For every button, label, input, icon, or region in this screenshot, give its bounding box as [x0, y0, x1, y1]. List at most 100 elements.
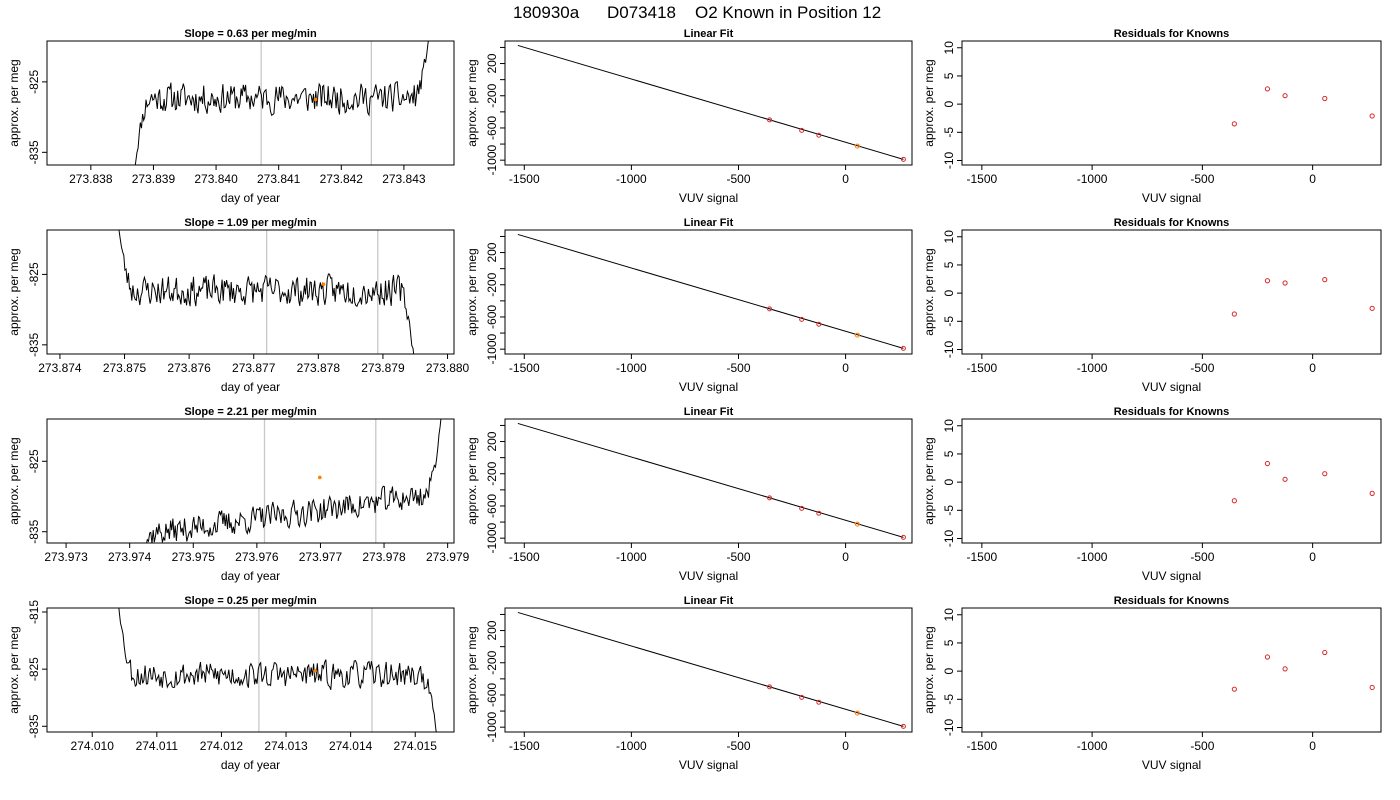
r1-residuals-ytick-label-2: -5: [942, 127, 956, 138]
r4-fit-ylabel: approx. per meg: [465, 626, 479, 713]
r4-residuals-xtick-label-3: -500: [1190, 739, 1214, 753]
r1-residuals-ytick-label-1: -10: [942, 151, 956, 169]
figure-description: O2 Known in Position 12: [695, 3, 881, 22]
r3-fit-xtick-label-3: -500: [726, 550, 750, 564]
r2-fit-xtick-label-1: -1500: [509, 361, 540, 375]
r2-trace-xtick-label-6: 273.879: [361, 361, 405, 375]
r1-trace-ytick-label-1: -835: [27, 140, 41, 164]
r2-trace-title: Slope = 1.09 per meg/min: [184, 217, 317, 229]
r2-residuals-ytick-label-1: -10: [942, 340, 956, 358]
r4-residuals-ytick-label-2: -5: [942, 694, 956, 705]
r4-fit-plot-area: [517, 611, 906, 729]
r3-trace-title: Slope = 2.21 per meg/min: [184, 406, 317, 418]
run-id: 180930a: [513, 3, 580, 22]
r2-fit-standard-point-4: [900, 345, 906, 351]
r2-trace-frame: [46, 229, 455, 355]
r4-residuals-plot-area: [1231, 649, 1375, 692]
r2-fit-ytick-label-3: -600: [485, 305, 499, 329]
r2-trace-xtick-label-7: 273.880: [426, 361, 470, 375]
r2-residuals-ytick-label-3: 0: [942, 289, 956, 296]
r4-residuals-ytick-label-5: 10: [942, 608, 956, 622]
r2-fit-panel: Linear Fit -1500 -1000 -500 0 -1000 -600 -200 20…: [465, 217, 913, 394]
r1-fit-fit-line: [517, 44, 904, 160]
r2-residuals-xtick-label-1: -1500: [966, 361, 997, 375]
r2-trace-plot-area: [118, 230, 415, 354]
r4-trace-xtick-label-6: 274.015: [394, 739, 438, 753]
r1-residuals-xlabel: VUV signal: [1142, 191, 1201, 205]
r1-trace-panel: Slope = 0.63 per meg/min 273.838 273.839 27…: [7, 28, 455, 205]
r1-trace-xtick-label-1: 273.838: [69, 172, 113, 186]
r3-fit-panel: Linear Fit -1500 -1000 -500 0 -1000 -600 -200 20…: [465, 406, 913, 583]
r1-fit-plot-area: [517, 44, 906, 162]
r3-fit-standard-point-1: [767, 495, 773, 501]
r2-trace-signal-trace: [118, 230, 415, 354]
r1-residuals-xtick-label-3: -500: [1190, 172, 1214, 186]
r3-fit-standard-point-4: [900, 534, 906, 540]
r1-fit-title: Linear Fit: [684, 28, 734, 40]
r2-fit-standard-point-1: [767, 306, 773, 312]
r2-trace-xtick-label-3: 273.876: [167, 361, 211, 375]
r3-fit-known-point: [854, 521, 860, 527]
r4-residuals-ytick-label-3: 0: [942, 667, 956, 674]
r1-trace-ytick-label-2: -825: [27, 70, 41, 94]
r4-trace-xtick-label-4: 274.013: [264, 739, 308, 753]
r2-residuals-residual-point-2: [1264, 278, 1271, 284]
r3-residuals-ytick-label-5: 10: [942, 419, 956, 433]
r2-residuals-frame: [961, 229, 1382, 355]
r4-residuals-ytick-label-4: 5: [942, 639, 956, 646]
r3-residuals-ytick-label-3: 0: [942, 478, 956, 485]
r3-fit-xtick-label-1: -1500: [509, 550, 540, 564]
r1-residuals-residual-point-2: [1264, 86, 1271, 92]
r4-residuals-xtick-label-4: 0: [1309, 739, 1316, 753]
r1-fit-ytick-label-1: -1000: [485, 145, 499, 176]
sample-id: D073418: [607, 3, 676, 22]
r3-residuals-xtick-label-1: -1500: [966, 550, 997, 564]
r1-fit-xtick-label-1: -1500: [509, 172, 540, 186]
r4-trace-xtick-label-1: 274.010: [71, 739, 115, 753]
r3-fit-xtick-label-2: -1000: [616, 550, 647, 564]
r3-residuals-xtick-label-3: -500: [1190, 550, 1214, 564]
r1-residuals-xtick-label-2: -1000: [1077, 172, 1108, 186]
r2-fit-fit-line: [517, 233, 904, 349]
r4-residuals-ytick-label-1: -10: [942, 718, 956, 736]
r4-residuals-frame: [961, 607, 1382, 733]
r1-fit-standard-point-2: [799, 127, 805, 133]
r3-trace-xtick-label-5: 273.977: [299, 550, 343, 564]
r3-fit-fit-line: [517, 422, 904, 538]
r2-trace-panel: Slope = 1.09 per meg/min 273.874 273.875 27…: [7, 217, 470, 394]
r3-residuals-title: Residuals for Knowns: [1114, 406, 1230, 418]
r2-trace-reading-marker: [321, 282, 326, 287]
r1-trace-ylabel: approx. per meg: [7, 59, 21, 146]
r1-residuals-ytick-label-4: 5: [942, 72, 956, 79]
r2-fit-frame: [504, 229, 913, 355]
r2-residuals-xtick-label-2: -1000: [1077, 361, 1108, 375]
r4-trace-ytick-label-1: -835: [27, 714, 41, 738]
r4-fit-panel: Linear Fit -1500 -1000 -500 0 -1000 -600 -200 20…: [465, 595, 913, 772]
r4-trace-xtick-label-5: 274.014: [329, 739, 373, 753]
r4-residuals-residual-point-4: [1322, 649, 1328, 656]
r1-residuals-title: Residuals for Knowns: [1114, 28, 1230, 40]
r3-trace-xtick-label-6: 273.978: [362, 550, 406, 564]
r4-fit-xtick-label-2: -1000: [616, 739, 647, 753]
r3-fit-ylabel: approx. per meg: [465, 437, 479, 524]
r3-residuals-frame: [961, 418, 1382, 544]
r2-fit-xtick-label-3: -500: [726, 361, 750, 375]
r2-trace-xlabel: day of year: [221, 380, 280, 394]
r4-fit-standard-point-4: [900, 723, 906, 729]
r3-fit-xlabel: VUV signal: [679, 569, 738, 583]
r2-fit-plot-area: [517, 233, 906, 351]
r3-trace-xtick-label-4: 273.976: [235, 550, 279, 564]
r3-trace-panel: Slope = 2.21 per meg/min 273.973 273.974 27…: [7, 406, 470, 583]
r2-residuals-ytick-label-4: 5: [942, 261, 956, 268]
r2-fit-standard-point-2: [799, 316, 805, 322]
r2-residuals-xtick-label-3: -500: [1190, 361, 1214, 375]
r1-residuals-ytick-label-5: 10: [942, 41, 956, 55]
r3-trace-xtick-label-7: 273.979: [426, 550, 470, 564]
r2-residuals-residual-point-4: [1322, 277, 1328, 283]
figure-title: 180930a D073418 O2 Known in Position 12: [513, 3, 881, 22]
r3-fit-xtick-label-4: 0: [842, 550, 849, 564]
r3-residuals-plot-area: [1231, 460, 1375, 504]
r3-residuals-xlabel: VUV signal: [1142, 569, 1201, 583]
r4-trace-ylabel: approx. per meg: [7, 626, 21, 713]
r3-fit-ytick-label-1: -1000: [485, 523, 499, 554]
